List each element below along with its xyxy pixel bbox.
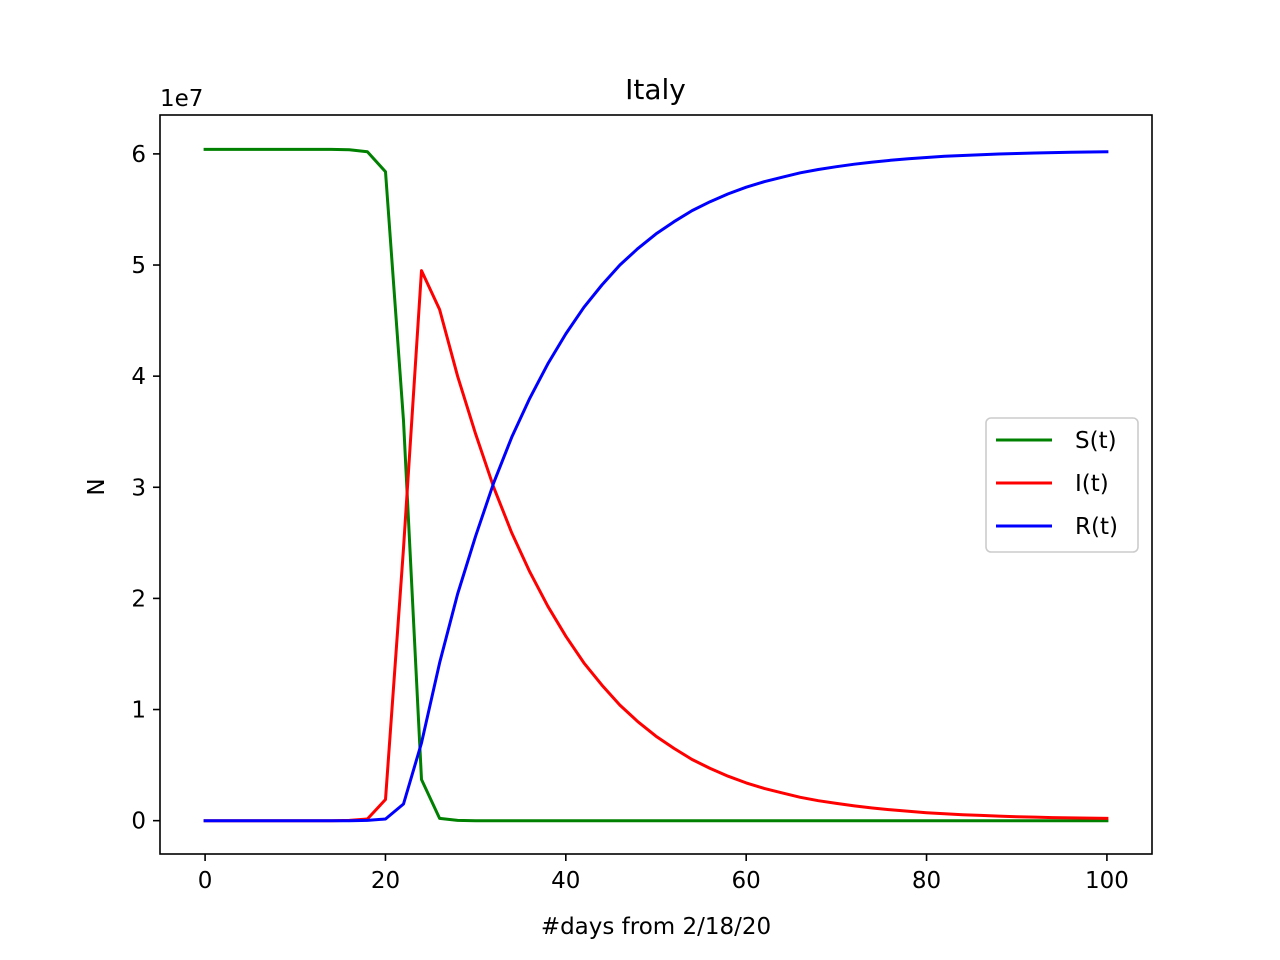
y-tick-label: 5 [131,253,146,279]
legend-label-2: R(t) [1075,514,1118,540]
legend-frame [985,417,1139,553]
x-tick-label: 80 [912,868,941,894]
ticks-layer: 0 20 40 60 80 100 0 1 2 3 4 5 6 [131,142,1129,894]
x-tick-label: 60 [732,868,761,894]
legend-label-1: I(t) [1075,471,1109,497]
plot-frame [159,114,1153,855]
legend: S(t) I(t) R(t) [985,417,1139,553]
y-tick-label: 1 [131,698,146,724]
y-tick-label: 4 [131,364,146,390]
series-line-2 [203,150,1109,823]
series-layer [203,147,1109,823]
x-tick-label: 0 [198,868,213,894]
series-line-0 [203,147,1109,823]
legend-label-0: S(t) [1075,428,1117,454]
y-axis-offset-text: 1e7 [160,86,203,112]
y-tick-label: 2 [131,586,146,612]
x-tick-label: 100 [1085,868,1129,894]
x-axis-label: #days from 2/18/20 [541,914,771,940]
y-axis-label: N [84,478,110,495]
y-tick-label: 0 [131,809,146,835]
x-tick-label: 40 [551,868,580,894]
y-tick-label: 6 [131,142,146,168]
x-tick-label: 20 [371,868,400,894]
y-tick-label: 3 [131,475,146,501]
chart-title: Italy [625,73,686,106]
